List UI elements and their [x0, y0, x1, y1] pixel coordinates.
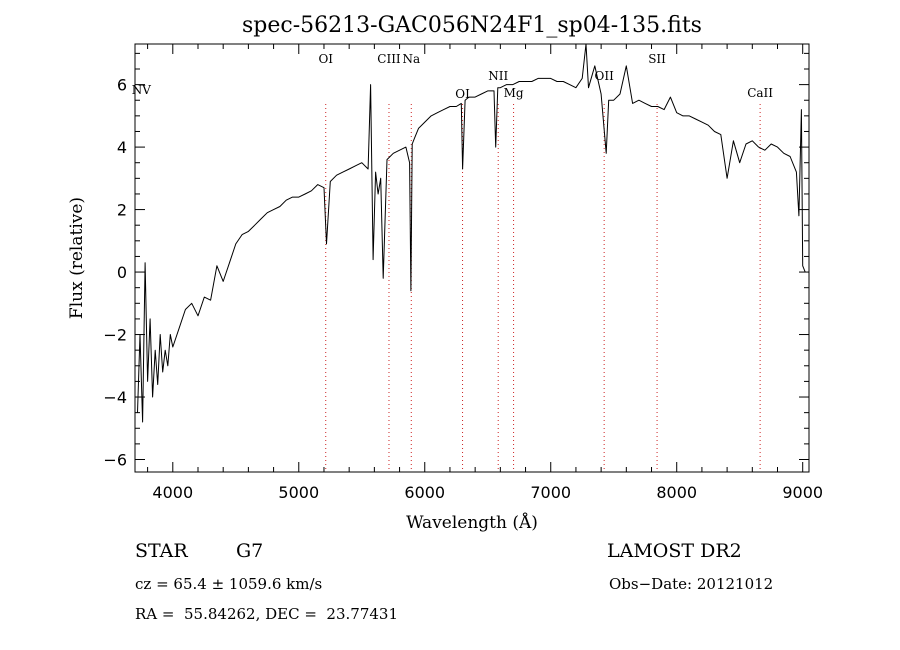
line-label-oii: OII	[594, 69, 614, 83]
obs-date: Obs−Date: 20121012	[609, 575, 774, 593]
redshift-text: cz = 65.4 ± 1059.6 km/s	[135, 575, 323, 593]
y-tick-label: 2	[117, 201, 127, 220]
y-tick-label: 0	[117, 263, 127, 282]
spectrum-series	[137, 43, 806, 423]
x-tick-label: 4000	[152, 483, 193, 502]
x-tick-label: 7000	[530, 483, 571, 502]
line-label-caii: CaII	[747, 86, 773, 100]
line-label-ciii: CIII	[377, 52, 401, 66]
coordinates-text: RA = 55.84262, DEC = 23.77431	[135, 605, 399, 623]
y-tick-label: −6	[103, 451, 127, 470]
y-tick-label: 4	[117, 138, 127, 157]
line-label-oi: OI	[455, 87, 470, 101]
x-tick-label: 9000	[782, 483, 823, 502]
line-label-oi: OI	[318, 52, 333, 66]
axis-ticks: 4000 5000 6000 7000 8000 9000 −6 −4 −2 0 2 4 6	[103, 44, 823, 502]
x-tick-label: 5000	[278, 483, 319, 502]
y-tick-label: −2	[103, 326, 127, 345]
line-label-mg: Mg	[504, 86, 524, 100]
x-tick-label: 8000	[656, 483, 697, 502]
plot-frame	[134, 43, 810, 473]
y-axis-label: Flux (relative)	[67, 197, 87, 319]
emission-line-markers: NV OI CIII Na OI NII Mg OII SII CaII	[132, 52, 773, 472]
x-tick-label: 6000	[404, 483, 445, 502]
spectrum-line	[137, 43, 806, 423]
line-label-nii: NII	[488, 69, 508, 83]
chart-title: spec-56213-GAC056N24F1_sp04-135.fits	[242, 13, 702, 38]
survey-name: LAMOST DR2	[607, 540, 742, 562]
object-class: STAR	[135, 540, 188, 562]
line-label-nv: NV	[132, 83, 152, 97]
line-label-sii: SII	[648, 52, 666, 66]
y-tick-label: 6	[117, 76, 127, 95]
y-tick-label: −4	[103, 388, 127, 407]
x-axis-label: Wavelength (Å)	[406, 512, 538, 533]
object-subclass: G7	[236, 540, 264, 562]
line-label-na: Na	[402, 52, 420, 66]
